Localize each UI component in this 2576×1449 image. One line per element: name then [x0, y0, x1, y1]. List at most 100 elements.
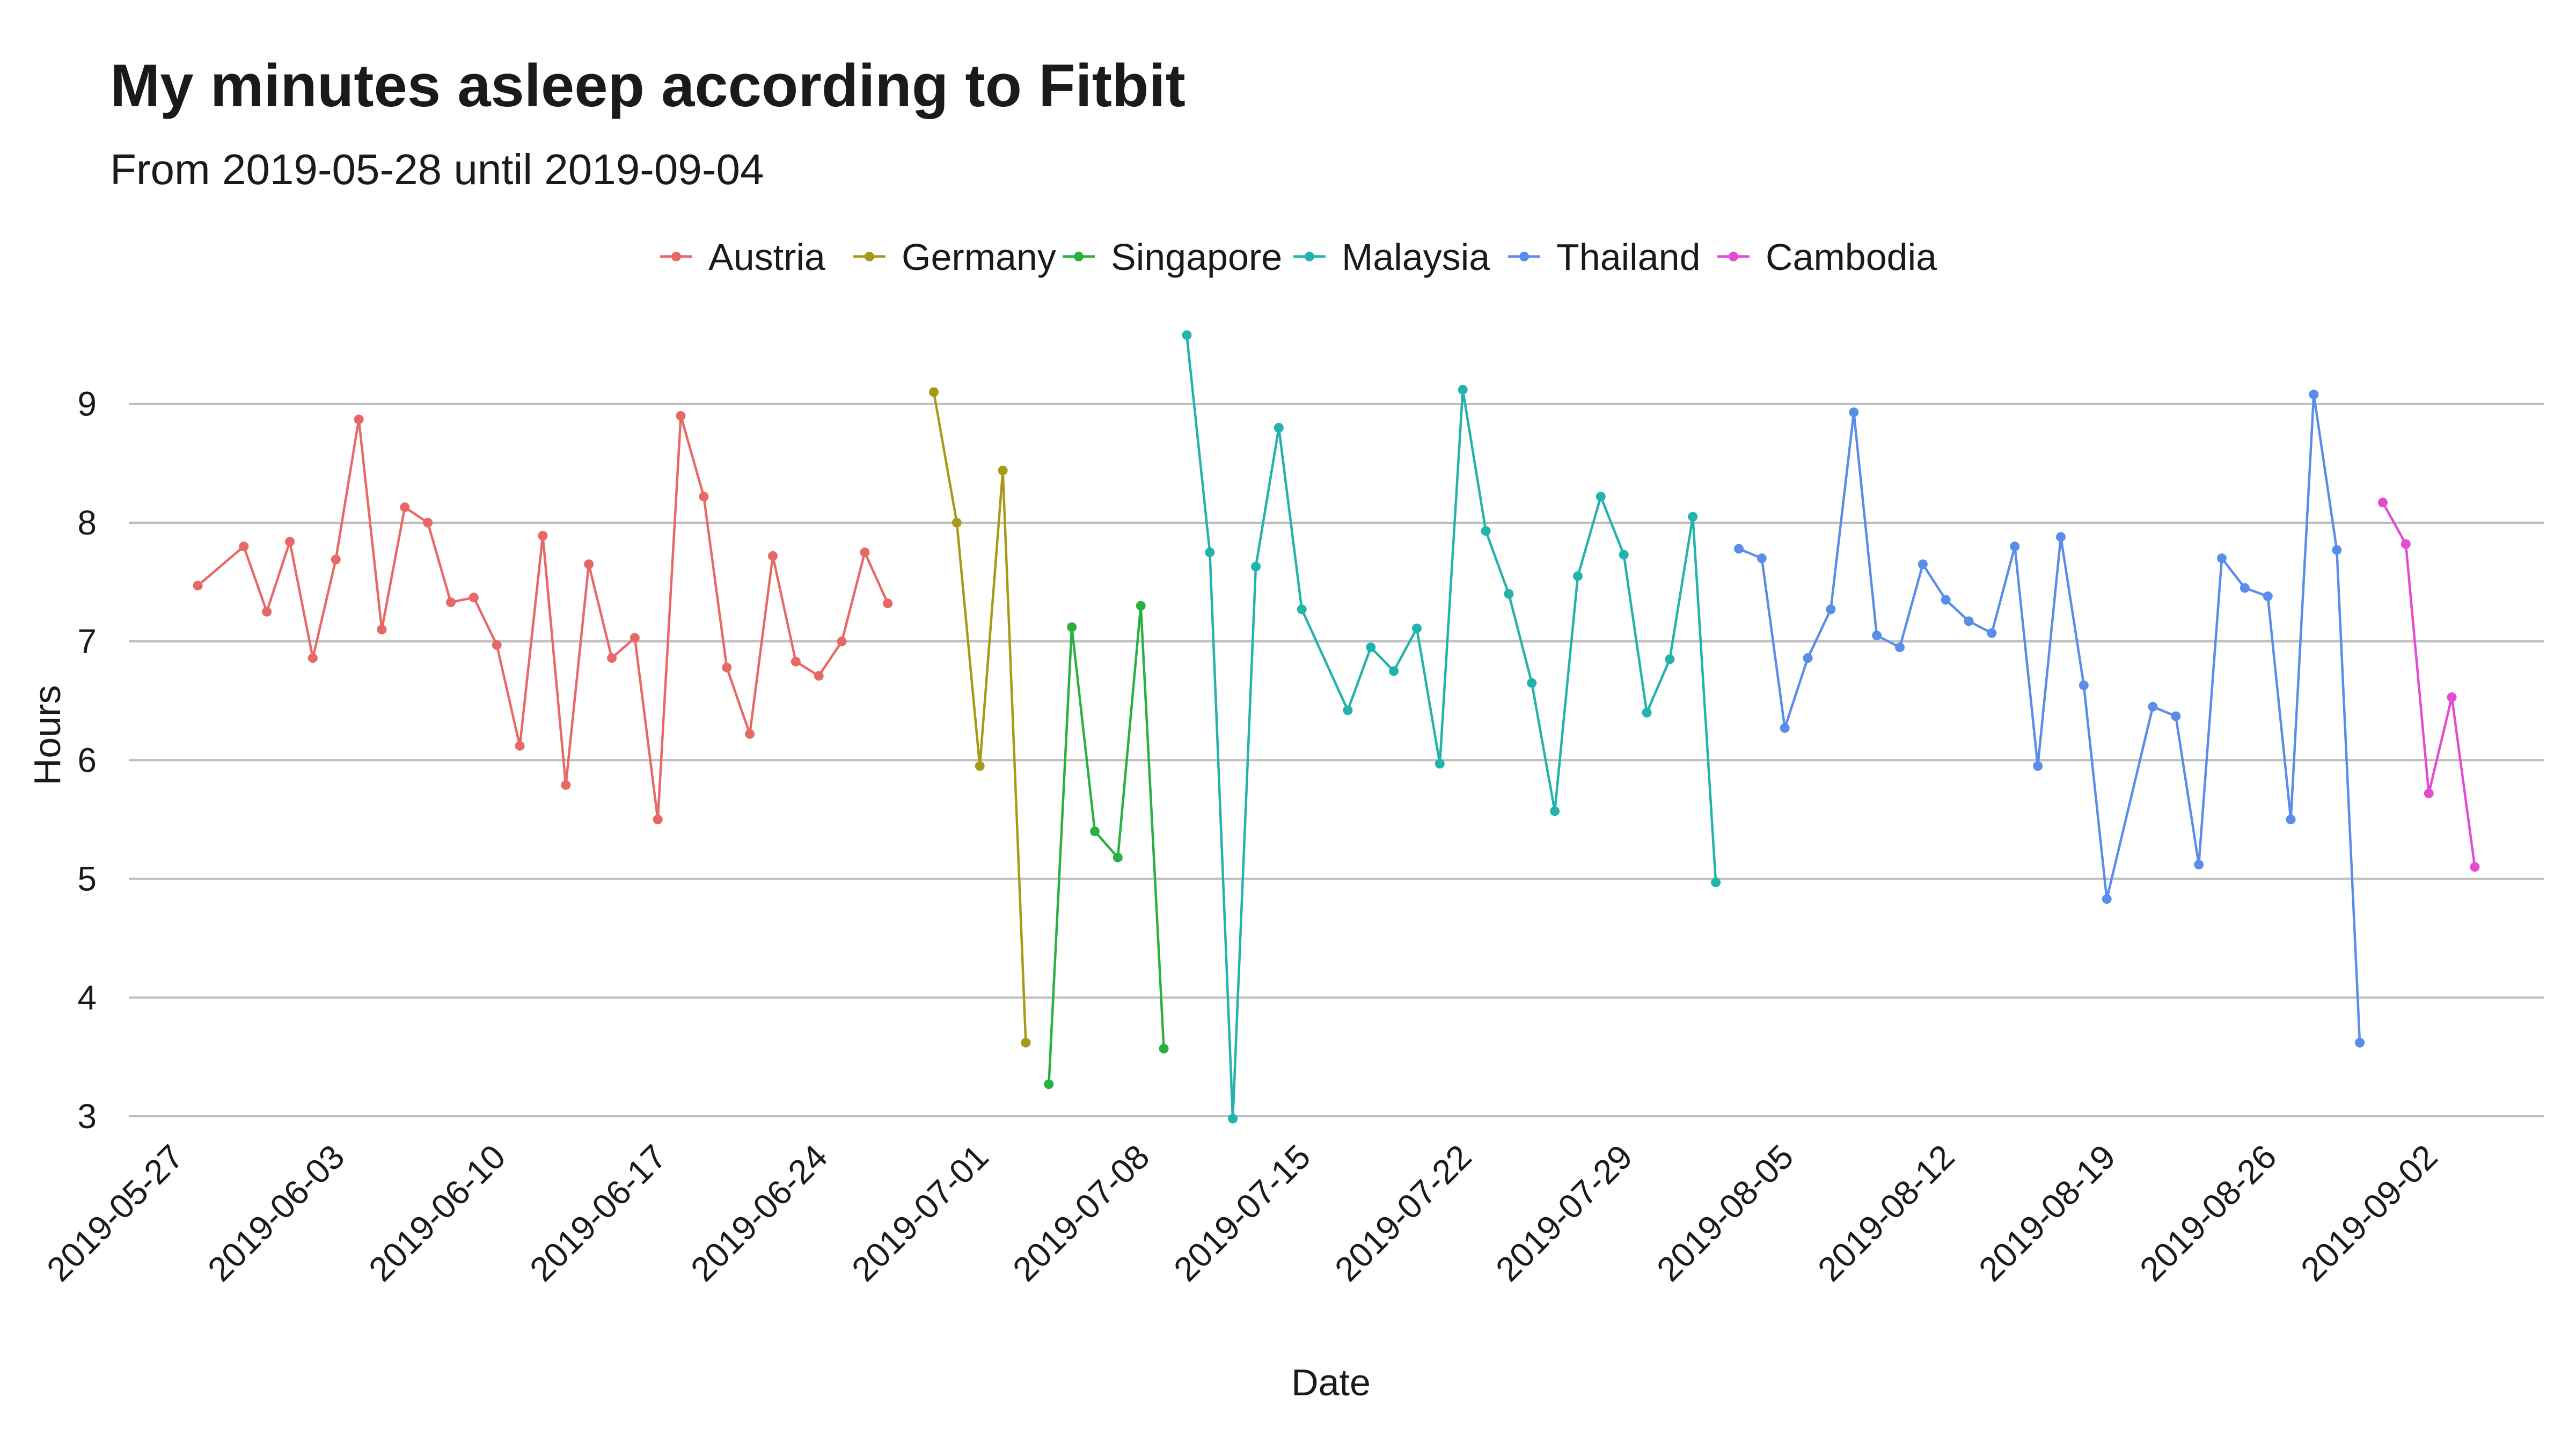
- x-tick-label: 2019-08-19: [1971, 1137, 2123, 1289]
- data-point: [2378, 497, 2388, 508]
- legend-item-thailand: Thailand: [1508, 236, 1701, 278]
- series-line-austria: [197, 414, 889, 821]
- data-point: [1113, 852, 1123, 862]
- data-point: [630, 633, 640, 643]
- data-point: [653, 814, 663, 824]
- legend-key-point: [671, 252, 681, 261]
- data-point: [1757, 553, 1767, 564]
- data-point: [1665, 654, 1675, 664]
- series-lines: [193, 330, 2480, 1124]
- data-point: [1159, 1043, 1169, 1053]
- data-point: [929, 387, 939, 397]
- data-point: [1596, 492, 1606, 502]
- data-point: [814, 671, 824, 681]
- x-tick-label: 2019-07-08: [1005, 1137, 1157, 1289]
- data-point: [2010, 541, 2020, 552]
- y-tick-label: 5: [77, 860, 97, 898]
- legend-key-point: [1074, 252, 1084, 261]
- legend-label: Singapore: [1111, 236, 1282, 278]
- data-point: [1918, 559, 1928, 569]
- data-point: [607, 653, 617, 663]
- data-point: [423, 517, 433, 528]
- series-thailand: [1734, 390, 2365, 1048]
- data-point: [1527, 678, 1537, 688]
- data-point: [2079, 680, 2089, 690]
- data-point: [1550, 806, 1560, 816]
- legend-item-cambodia: Cambodia: [1717, 236, 1937, 278]
- data-point: [745, 729, 755, 739]
- data-point: [2470, 862, 2480, 872]
- series-singapore: [1044, 601, 1169, 1089]
- x-axis-ticks: 2019-05-27 2019-06-03 2019-06-10 2019-06-17…: [39, 1137, 2445, 1289]
- data-point: [2102, 894, 2112, 904]
- y-tick-label: 4: [77, 978, 97, 1017]
- data-point: [1458, 385, 1468, 395]
- data-point: [377, 625, 387, 635]
- data-point: [515, 741, 525, 751]
- x-tick-label: 2019-07-01: [844, 1137, 996, 1289]
- x-tick-label: 2019-08-12: [1810, 1137, 1962, 1289]
- series-line-thailand: [1738, 393, 2361, 1043]
- y-tick-label: 3: [77, 1097, 97, 1136]
- y-axis-ticks: 3 4 5 6 7 8 9: [77, 385, 97, 1136]
- y-tick-label: 8: [77, 503, 97, 542]
- data-point: [1021, 1037, 1031, 1048]
- data-point: [193, 581, 203, 591]
- data-point: [446, 597, 456, 608]
- legend: Austria Germany Singapore Malaysia Thailand C…: [660, 236, 1937, 278]
- data-point: [2148, 701, 2158, 712]
- series-line-malaysia: [1185, 335, 1717, 1120]
- data-point: [768, 551, 778, 561]
- data-point: [1412, 623, 1422, 633]
- data-point: [584, 559, 594, 569]
- data-point: [2355, 1037, 2365, 1048]
- data-point: [492, 640, 502, 650]
- series-cambodia: [2378, 497, 2480, 872]
- data-point: [538, 531, 548, 541]
- data-point: [1504, 589, 1514, 599]
- series-germany: [929, 387, 1031, 1048]
- y-axis-title: Hours: [26, 685, 68, 786]
- data-point: [1251, 561, 1261, 572]
- data-point: [1734, 544, 1744, 554]
- series-austria: [193, 411, 893, 824]
- data-point: [2033, 761, 2043, 771]
- data-point: [676, 411, 686, 421]
- x-tick-label: 2019-07-15: [1166, 1137, 1318, 1289]
- data-point: [1343, 705, 1353, 715]
- data-point: [975, 761, 985, 771]
- series-line-singapore: [1048, 604, 1165, 1085]
- legend-key-point: [1519, 252, 1529, 261]
- data-point: [2447, 692, 2457, 702]
- data-point: [791, 656, 801, 667]
- data-point: [1297, 604, 1307, 614]
- legend-item-germany: Germany: [853, 236, 1056, 278]
- data-point: [469, 592, 479, 603]
- data-point: [998, 465, 1008, 475]
- x-tick-label: 2019-06-24: [683, 1137, 835, 1289]
- data-point: [1481, 526, 1491, 536]
- data-point: [1067, 622, 1077, 632]
- x-tick-label: 2019-08-26: [2132, 1137, 2284, 1289]
- x-tick-label: 2019-07-29: [1488, 1137, 1640, 1289]
- data-point: [1205, 547, 1215, 558]
- data-point: [952, 517, 962, 528]
- data-point: [1044, 1079, 1054, 1089]
- data-point: [2401, 539, 2411, 549]
- data-point: [2056, 532, 2066, 542]
- data-point: [1826, 604, 1836, 614]
- legend-label: Thailand: [1556, 236, 1701, 278]
- data-point: [561, 780, 571, 790]
- data-point: [2424, 788, 2434, 799]
- data-point: [1780, 723, 1790, 733]
- series-line-germany: [932, 392, 1027, 1043]
- legend-key-point: [865, 252, 874, 261]
- legend-label: Malaysia: [1342, 236, 1490, 278]
- legend-key-point: [1729, 252, 1738, 261]
- data-point: [837, 636, 847, 647]
- data-point: [1274, 422, 1284, 433]
- data-point: [2286, 814, 2296, 824]
- data-point: [1090, 826, 1100, 837]
- data-point: [1964, 616, 1974, 626]
- data-point: [1136, 601, 1146, 611]
